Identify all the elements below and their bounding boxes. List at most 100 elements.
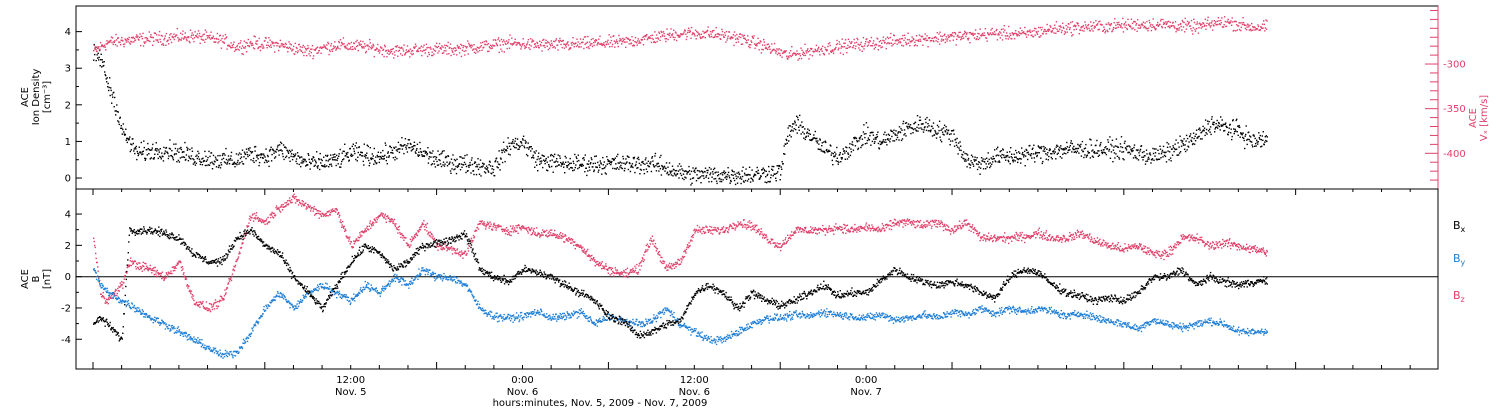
density-point-1448 [818, 148, 820, 151]
velocity-point-1175 [765, 47, 768, 50]
density-point-208 [197, 150, 199, 153]
velocity-point-1300 [837, 49, 839, 51]
bz-point-191 [188, 290, 191, 293]
density-point-2138 [1164, 151, 1166, 154]
density-point-1481 [835, 153, 837, 155]
density-point-2149 [1169, 157, 1172, 159]
density-point-1079 [633, 156, 636, 159]
density-point-1245 [716, 175, 719, 177]
velocity-point-409 [327, 41, 329, 44]
density-point-920 [554, 153, 556, 156]
density-point-1425 [807, 128, 809, 130]
velocity-point-1275 [823, 52, 825, 55]
density-point-1558 [873, 142, 876, 144]
velocity-point-1690 [1060, 31, 1063, 34]
density-point-1393 [791, 129, 793, 131]
density-point-1915 [1052, 151, 1054, 153]
density-point-1745 [967, 159, 969, 161]
velocity-point-265 [244, 45, 247, 48]
velocity-point-966 [646, 33, 648, 36]
density-point-91 [138, 146, 140, 148]
density-point-1271 [729, 179, 732, 182]
bz-point-92 [139, 262, 141, 264]
velocity-point-497 [377, 50, 379, 52]
velocity-point-677 [480, 45, 483, 47]
density-point-1459 [824, 152, 826, 154]
density-point-1972 [1081, 149, 1083, 151]
density-point-1742 [965, 153, 968, 155]
density-point-210 [198, 152, 200, 155]
velocity-point-1418 [905, 41, 907, 44]
density-point-739 [463, 157, 465, 159]
bz-point-19 [102, 291, 104, 294]
bz-point-348 [267, 216, 269, 219]
bz-point-499 [343, 227, 345, 229]
velocity-point-245 [233, 41, 235, 43]
velocity-point-1850 [1152, 18, 1154, 20]
bz-point-137 [161, 271, 164, 273]
density-point-1498 [843, 150, 845, 152]
density-point-1033 [610, 162, 612, 164]
density-point-1053 [620, 167, 623, 169]
velocity-point-1849 [1151, 24, 1154, 26]
velocity-point-1074 [708, 33, 710, 36]
bz-point-489 [338, 211, 340, 214]
density-point-1493 [841, 158, 843, 160]
density-point-2011 [1100, 149, 1103, 152]
velocity-point-816 [560, 43, 562, 46]
density-point-2228 [1209, 131, 1211, 133]
density-point-1899 [1044, 147, 1046, 149]
velocity-point-739 [516, 43, 518, 46]
velocity-point-157 [182, 38, 185, 40]
velocity-point-678 [481, 49, 483, 51]
velocity-point-134 [169, 38, 172, 41]
density-point-1536 [862, 131, 865, 133]
velocity-point-1447 [921, 35, 924, 38]
density-point-1688 [938, 120, 941, 122]
velocity-point-308 [269, 39, 271, 41]
density-point-1415 [802, 131, 804, 133]
velocity-point-493 [375, 48, 377, 51]
density-point-990 [589, 169, 591, 171]
velocity-point-1788 [1117, 23, 1119, 26]
velocity-point-855 [582, 38, 584, 41]
density-point-419 [303, 161, 305, 163]
density-point-2293 [1242, 136, 1244, 139]
density-point-1596 [892, 132, 895, 134]
density-point-2315 [1253, 134, 1255, 136]
density-point-1003 [595, 155, 597, 157]
density-point-844 [515, 143, 518, 145]
velocity-point-843 [575, 45, 578, 48]
velocity-point-1806 [1127, 18, 1129, 21]
density-point-1767 [978, 166, 980, 168]
density-point-1960 [1075, 147, 1077, 150]
density-point-51 [118, 123, 120, 126]
velocity-point-1385 [886, 43, 888, 45]
density-point-27 [106, 77, 108, 79]
density-point-2255 [1223, 130, 1225, 132]
density-point-1770 [979, 167, 982, 169]
velocity-point-1117 [732, 34, 735, 36]
density-point-1150 [669, 170, 671, 172]
bz-point-58 [122, 287, 124, 289]
density-point-955 [571, 167, 573, 169]
velocity-point-253 [237, 42, 240, 45]
velocity-point-1213 [787, 55, 790, 58]
density-point-2248 [1219, 129, 1221, 131]
velocity-point-121 [162, 43, 164, 45]
bz-point-354 [270, 213, 272, 215]
velocity-point-261 [242, 53, 244, 56]
density-point-1109 [648, 165, 651, 168]
density-point-116 [151, 149, 153, 151]
velocity-point-443 [346, 44, 349, 46]
density-point-2108 [1149, 152, 1151, 154]
bz-point-423 [305, 202, 307, 204]
density-point-9 [97, 52, 99, 54]
density-point-1981 [1085, 156, 1088, 158]
velocity-point-1807 [1127, 23, 1130, 26]
density-point-1845 [1017, 158, 1019, 161]
velocity-point-259 [241, 53, 243, 55]
density-point-2121 [1155, 158, 1158, 160]
velocity-point-1631 [1027, 30, 1029, 32]
density-point-1841 [1015, 156, 1017, 158]
